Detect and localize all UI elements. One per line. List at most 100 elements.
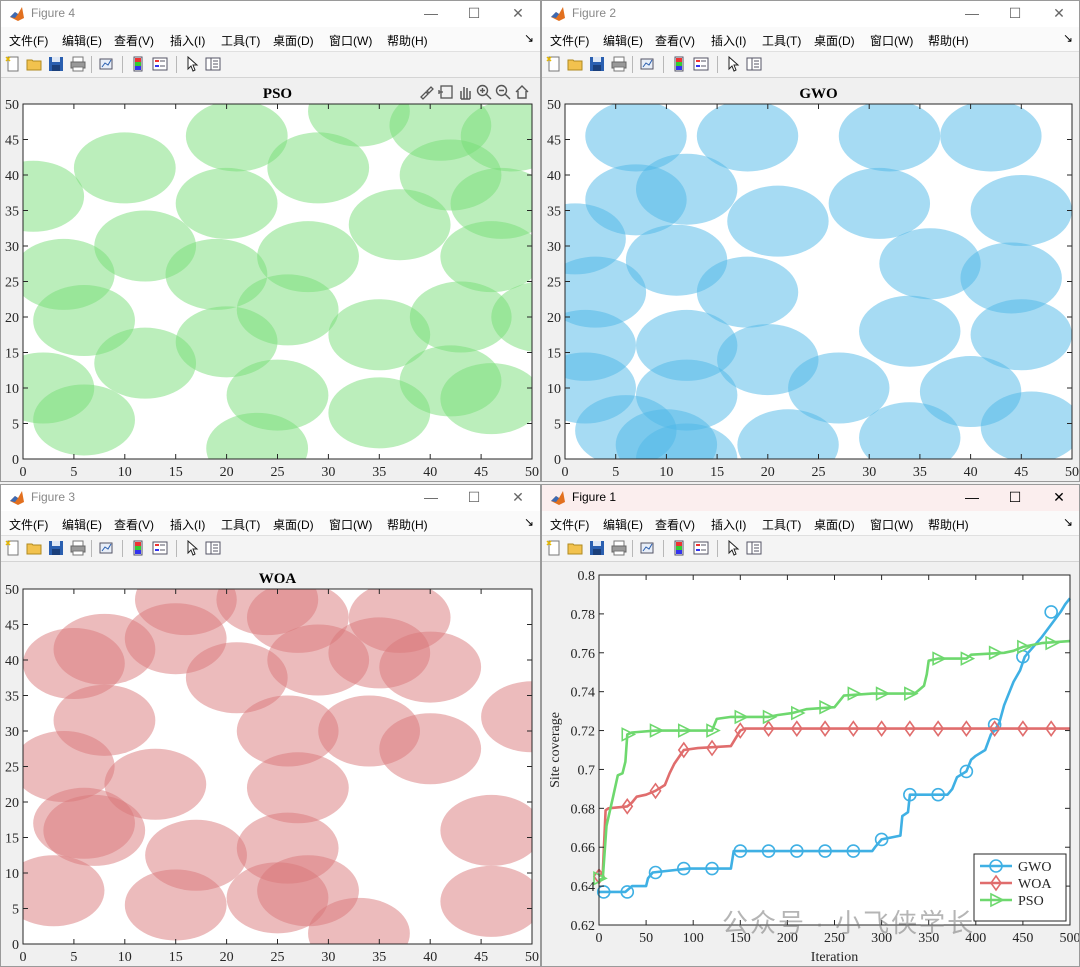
menu-item[interactable]: 工具(T): [762, 518, 802, 532]
menu-item[interactable]: 查看(V): [655, 518, 695, 532]
menu-item[interactable]: 桌面(D): [273, 34, 314, 48]
menu-item[interactable]: 编辑(E): [603, 518, 643, 532]
minimize-button[interactable]: —: [424, 5, 438, 21]
menu-bar: 文件(F) 编辑(E) 查看(V) 插入(I) 工具(T) 桌面(D) 窗口(W) 帮助(H)…: [1, 27, 540, 52]
colorbar-icon[interactable]: [671, 56, 687, 72]
legend[interactable]: GWO WOA PSO: [973, 853, 1067, 922]
edit-plot-arrow-icon[interactable]: [184, 56, 200, 72]
menu-item[interactable]: 插入(I): [170, 518, 206, 532]
menu-overflow-arrow-icon[interactable]: ↘: [523, 31, 534, 45]
home-icon[interactable]: [515, 85, 529, 99]
menu-item[interactable]: 桌面(D): [814, 518, 855, 532]
menu-item[interactable]: 文件(F): [550, 34, 590, 48]
menu-item[interactable]: 文件(F): [9, 518, 49, 532]
save-icon[interactable]: [589, 56, 605, 72]
link-plot-icon[interactable]: [99, 56, 115, 72]
menu-item[interactable]: 编辑(E): [603, 34, 643, 48]
gwo-axes[interactable]: 0 5 10 15 20 25 30 35 40 45 50 0 5 10 15 20 25 30 35 40 45 50…: [542, 78, 1080, 482]
menu-overflow-arrow-icon[interactable]: ↘: [1062, 515, 1073, 529]
menu-item[interactable]: 插入(I): [711, 518, 747, 532]
print-icon[interactable]: [611, 56, 627, 72]
menu-overflow-arrow-icon[interactable]: ↘: [1062, 31, 1073, 45]
print-icon[interactable]: [70, 56, 86, 72]
new-figure-icon[interactable]: [546, 56, 562, 72]
open-file-icon[interactable]: [26, 56, 42, 72]
menu-item[interactable]: 插入(I): [170, 34, 206, 48]
menu-item[interactable]: 工具(T): [221, 34, 261, 48]
zoom-out-icon[interactable]: [495, 84, 511, 100]
menu-item[interactable]: 帮助(H): [387, 34, 428, 48]
menu-item[interactable]: 桌面(D): [273, 518, 314, 532]
legend-icon[interactable]: [693, 56, 709, 72]
colorbar-icon[interactable]: [130, 540, 146, 556]
coverage-circles: [565, 104, 1072, 459]
property-inspector-icon[interactable]: [746, 56, 762, 72]
menu-item[interactable]: 窗口(W): [870, 34, 914, 48]
brush-icon[interactable]: [420, 86, 434, 100]
property-inspector-icon[interactable]: [746, 540, 762, 556]
colorbar-icon[interactable]: [130, 56, 146, 72]
link-plot-icon[interactable]: [640, 56, 656, 72]
menu-item[interactable]: 查看(V): [655, 34, 695, 48]
menu-item[interactable]: 编辑(E): [62, 34, 102, 48]
menu-item[interactable]: 窗口(W): [329, 518, 373, 532]
new-figure-icon[interactable]: [5, 540, 21, 556]
link-plot-icon[interactable]: [99, 540, 115, 556]
zoom-in-icon[interactable]: [476, 84, 492, 100]
x-tick-label: 15: [710, 465, 724, 480]
menu-item[interactable]: 窗口(W): [870, 518, 914, 532]
pan-icon[interactable]: [460, 87, 471, 100]
print-icon[interactable]: [611, 540, 627, 556]
menu-item[interactable]: 帮助(H): [928, 518, 969, 532]
menu-item[interactable]: 帮助(H): [928, 34, 969, 48]
minimize-button[interactable]: —: [424, 489, 438, 505]
save-icon[interactable]: [48, 540, 64, 556]
menu-item[interactable]: 帮助(H): [387, 518, 428, 532]
data-tips-icon[interactable]: [438, 85, 453, 99]
close-button[interactable]: ✕: [1053, 489, 1065, 505]
edit-plot-arrow-icon[interactable]: [725, 56, 741, 72]
property-inspector-icon[interactable]: [205, 56, 221, 72]
minimize-button[interactable]: —: [965, 489, 979, 505]
convergence-axes[interactable]: 0 50 100 150 200 250 300 350 400 450 500 0.62 0.64 0.…: [542, 562, 1080, 967]
open-file-icon[interactable]: [567, 56, 583, 72]
close-button[interactable]: ✕: [512, 5, 524, 21]
woa-axes[interactable]: 0 5 10 15 20 25 30 35 40 45 50 0 5 10 15 20 25 30 35 40 45 50…: [1, 562, 541, 967]
menu-item[interactable]: 插入(I): [711, 34, 747, 48]
menu-item[interactable]: 桌面(D): [814, 34, 855, 48]
menu-item[interactable]: 文件(F): [550, 518, 590, 532]
maximize-button[interactable]: ☐: [1008, 5, 1022, 21]
legend-icon[interactable]: [152, 540, 168, 556]
menu-overflow-arrow-icon[interactable]: ↘: [523, 515, 534, 529]
save-icon[interactable]: [589, 540, 605, 556]
edit-plot-arrow-icon[interactable]: [725, 540, 741, 556]
menu-item[interactable]: 工具(T): [762, 34, 802, 48]
print-icon[interactable]: [70, 540, 86, 556]
close-button[interactable]: ✕: [1053, 5, 1065, 21]
close-button[interactable]: ✕: [512, 489, 524, 505]
menu-item[interactable]: 查看(V): [114, 518, 154, 532]
menu-item[interactable]: 查看(V): [114, 34, 154, 48]
menu-item[interactable]: 编辑(E): [62, 518, 102, 532]
maximize-button[interactable]: ☐: [1008, 489, 1022, 505]
minimize-button[interactable]: —: [965, 5, 979, 21]
new-figure-icon[interactable]: [546, 540, 562, 556]
maximize-button[interactable]: ☐: [467, 5, 481, 21]
data-point-marker: [818, 844, 832, 858]
legend-icon[interactable]: [152, 56, 168, 72]
edit-plot-arrow-icon[interactable]: [184, 540, 200, 556]
maximize-button[interactable]: ☐: [467, 489, 481, 505]
new-figure-icon[interactable]: [5, 56, 21, 72]
save-icon[interactable]: [48, 56, 64, 72]
colorbar-icon[interactable]: [671, 540, 687, 556]
property-inspector-icon[interactable]: [205, 540, 221, 556]
legend-icon[interactable]: [693, 540, 709, 556]
menu-item[interactable]: 文件(F): [9, 34, 49, 48]
menu-item[interactable]: 工具(T): [221, 518, 261, 532]
y-tick-label: 0.72: [571, 725, 596, 740]
pso-axes[interactable]: 0 5 10 15 20 25 30 35 40 45 50 0 5 10 15 20 25 30 35 40 45 50…: [1, 78, 541, 482]
open-file-icon[interactable]: [567, 540, 583, 556]
menu-item[interactable]: 窗口(W): [329, 34, 373, 48]
open-file-icon[interactable]: [26, 540, 42, 556]
link-plot-icon[interactable]: [640, 540, 656, 556]
